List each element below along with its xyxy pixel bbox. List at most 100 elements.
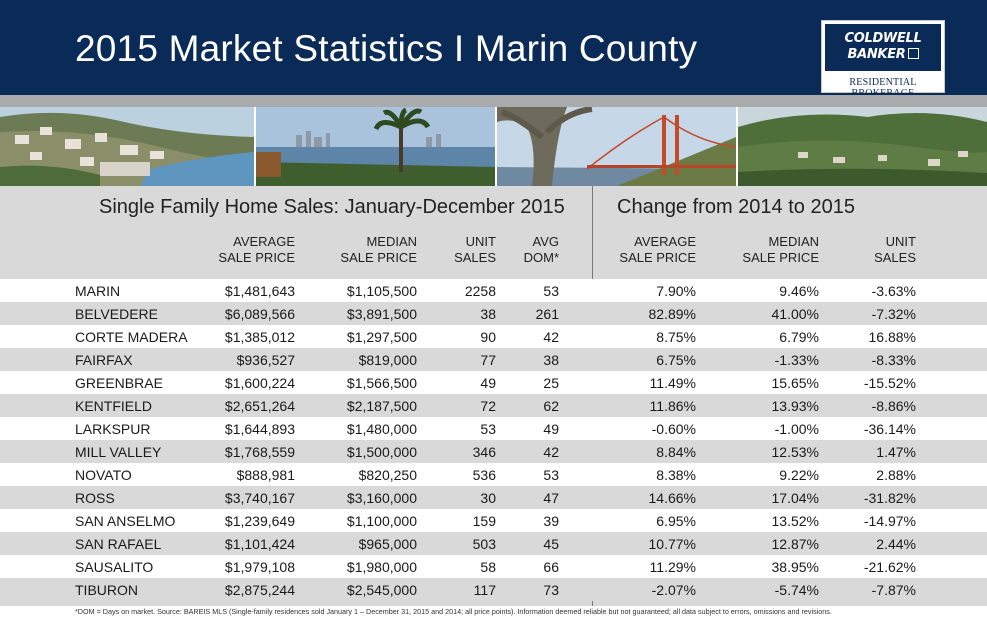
change-section-title: Change from 2014 to 2015 bbox=[617, 196, 855, 218]
change-median-sale-price: 12.87% bbox=[771, 536, 819, 552]
unit-sales: 72 bbox=[480, 398, 496, 414]
logo-square-icon bbox=[907, 48, 919, 59]
median-sale-price: $2,187,500 bbox=[346, 398, 417, 414]
avg-sale-price: $3,740,167 bbox=[224, 490, 295, 506]
avg-sale-price: $1,385,012 bbox=[224, 329, 295, 345]
avg-sale-price: $888,981 bbox=[236, 467, 295, 483]
row-name: FAIRFAX bbox=[75, 352, 133, 368]
unit-sales: 117 bbox=[473, 582, 496, 598]
row-name: GREENBRAE bbox=[75, 375, 163, 391]
table-row: KENTFIELD $2,651,264 $2,187,500 72 62 11.86% 1… bbox=[0, 394, 987, 417]
avg-sale-price: $1,768,559 bbox=[224, 444, 295, 460]
photo-strip bbox=[0, 107, 987, 186]
col-header-line: AVERAGE bbox=[233, 234, 295, 249]
table-row: BELVEDERE $6,089,566 $3,891,500 38 261 82.89%… bbox=[0, 302, 987, 325]
logo-badge: COLDWELL BANKER bbox=[825, 24, 941, 71]
change-unit-sales: -8.33% bbox=[871, 352, 916, 368]
table-row: MARIN $1,481,643 $1,105,500 2258 53 7.90% 9.46… bbox=[0, 279, 987, 302]
table-row: NOVATO $888,981 $820,250 536 53 8.38% 9.22% 2.8… bbox=[0, 463, 987, 486]
median-sale-price: $819,000 bbox=[358, 352, 417, 368]
avg-dom: 38 bbox=[543, 352, 559, 368]
avg-dom: 42 bbox=[543, 329, 559, 345]
row-name: ROSS bbox=[75, 490, 115, 506]
avg-dom: 73 bbox=[543, 582, 559, 598]
row-name: TIBURON bbox=[75, 582, 138, 598]
median-sale-price: $2,545,000 bbox=[346, 582, 417, 598]
row-name: KENTFIELD bbox=[75, 398, 153, 414]
table-row: GREENBRAE $1,600,224 $1,566,500 49 25 11.49% 1… bbox=[0, 371, 987, 394]
change-avg-sale-price: 11.29% bbox=[649, 559, 696, 575]
change-unit-sales: -7.32% bbox=[871, 306, 916, 322]
avg-sale-price: $936,527 bbox=[236, 352, 295, 368]
col-header-line: UNIT bbox=[885, 234, 916, 249]
avg-dom: 62 bbox=[543, 398, 559, 414]
photo-green-hills bbox=[738, 107, 987, 186]
change-median-sale-price: 15.65% bbox=[771, 375, 819, 391]
avg-dom: 39 bbox=[543, 513, 559, 529]
change-avg-sale-price: 6.75% bbox=[656, 352, 696, 368]
change-median-sale-price: 9.46% bbox=[779, 283, 819, 299]
median-sale-price: $1,100,000 bbox=[346, 513, 417, 529]
col-header-line: SALE PRICE bbox=[619, 250, 696, 265]
change-avg-sale-price: 8.38% bbox=[656, 467, 696, 483]
page-title: 2015 Market Statistics I Marin County bbox=[75, 28, 698, 69]
change-median-sale-price: -5.74% bbox=[774, 582, 819, 598]
table-row: SAN RAFAEL $1,101,424 $965,000 503 45 10.77% 1… bbox=[0, 532, 987, 555]
col-header-line: MEDIAN bbox=[768, 234, 819, 249]
avg-dom: 47 bbox=[543, 490, 559, 506]
avg-dom: 53 bbox=[543, 467, 559, 483]
avg-dom: 42 bbox=[543, 444, 559, 460]
table-row: CORTE MADERA $1,385,012 $1,297,500 90 42 8.75… bbox=[0, 325, 987, 348]
unit-sales: 503 bbox=[472, 536, 496, 552]
avg-dom: 261 bbox=[535, 306, 559, 322]
logo-subtitle: RESIDENTIAL BROKERAGE bbox=[849, 77, 917, 99]
col-header-unit-sales: UNIT SALES bbox=[454, 234, 496, 266]
change-unit-sales: 1.47% bbox=[876, 444, 916, 460]
row-name: SAUSALITO bbox=[75, 559, 154, 575]
col-header-line: DOM* bbox=[523, 250, 559, 265]
col-header-average-sale-price: AVERAGE SALE PRICE bbox=[218, 234, 295, 266]
median-sale-price: $1,105,500 bbox=[346, 283, 417, 299]
logo-line1: COLDWELL bbox=[844, 31, 922, 46]
change-avg-sale-price: 7.90% bbox=[656, 283, 696, 299]
col-header-line: SALES bbox=[454, 250, 496, 265]
change-unit-sales: -3.63% bbox=[871, 283, 916, 299]
photo-bay-palm bbox=[256, 107, 495, 186]
change-median-sale-price: 9.22% bbox=[779, 467, 819, 483]
row-name: LARKSPUR bbox=[75, 421, 151, 437]
avg-sale-price: $6,089,566 bbox=[224, 306, 295, 322]
col-header-line: AVG bbox=[532, 234, 560, 249]
change-avg-sale-price: -0.60% bbox=[651, 421, 696, 437]
change-avg-sale-price: 10.77% bbox=[648, 536, 696, 552]
change-median-sale-price: -1.00% bbox=[774, 421, 819, 437]
median-sale-price: $1,297,500 bbox=[346, 329, 417, 345]
col-header-avg-dom: AVG DOM* bbox=[524, 234, 559, 266]
avg-sale-price: $1,481,643 bbox=[224, 283, 295, 299]
unit-sales: 536 bbox=[472, 467, 496, 483]
col-header-change-unit-sales: UNIT SALES bbox=[874, 234, 916, 266]
col-header-line: SALE PRICE bbox=[340, 250, 417, 265]
change-unit-sales: -8.86% bbox=[871, 398, 916, 414]
change-median-sale-price: 17.04% bbox=[771, 490, 819, 506]
col-header-change-median-sale-price: MEDIAN SALE PRICE bbox=[742, 234, 819, 266]
coldwell-banker-logo: COLDWELL BANKER RESIDENTIAL BROKERAGE bbox=[821, 20, 945, 99]
change-median-sale-price: 13.52% bbox=[771, 513, 819, 529]
avg-sale-price: $1,239,649 bbox=[224, 513, 295, 529]
change-unit-sales: -36.14% bbox=[863, 421, 916, 437]
row-name: NOVATO bbox=[75, 467, 132, 483]
unit-sales: 346 bbox=[472, 444, 496, 460]
footnote: *DOM = Days on market. Source: BAREIS ML… bbox=[75, 607, 832, 616]
unit-sales: 53 bbox=[480, 421, 496, 437]
table-row: MILL VALLEY $1,768,559 $1,500,000 346 42 8.84… bbox=[0, 440, 987, 463]
col-header-line: SALE PRICE bbox=[742, 250, 819, 265]
change-median-sale-price: 13.93% bbox=[771, 398, 819, 414]
median-sale-price: $820,250 bbox=[358, 467, 417, 483]
change-unit-sales: -15.52% bbox=[863, 375, 916, 391]
unit-sales: 49 bbox=[480, 375, 496, 391]
table-row: ROSS $3,740,167 $3,160,000 30 47 14.66% 17.04%… bbox=[0, 486, 987, 509]
logo-line2: BANKER bbox=[825, 47, 941, 62]
avg-sale-price: $1,644,893 bbox=[224, 421, 295, 437]
unit-sales: 159 bbox=[472, 513, 496, 529]
median-sale-price: $965,000 bbox=[358, 536, 417, 552]
avg-sale-price: $2,875,244 bbox=[224, 582, 295, 598]
